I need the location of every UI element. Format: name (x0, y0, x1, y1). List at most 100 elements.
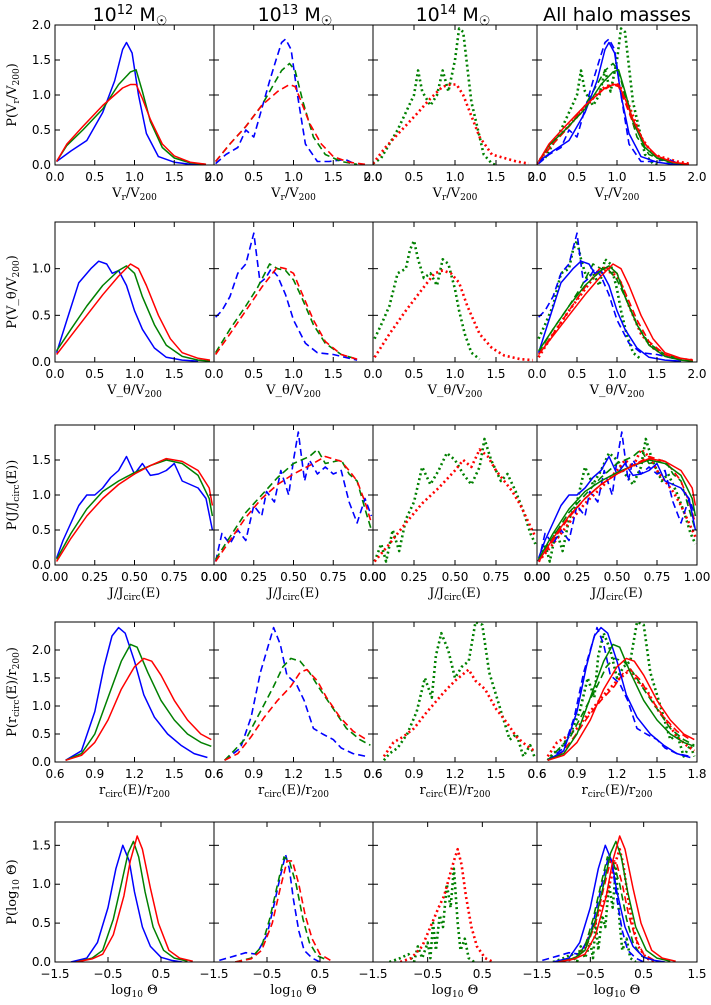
curve-green-13-dashed (214, 263, 358, 360)
curves (214, 232, 358, 361)
curve-green-12-solid (65, 643, 212, 761)
curve-red-14-dotted (373, 269, 533, 362)
x-tick-label: 0.50 (442, 570, 469, 584)
panel-j-1: 0.00 0.25 0.50 0.75 0.000.00.51.01.5J/Jcirc(… (5, 424, 228, 603)
x-tick-label: 0.50 (121, 570, 148, 584)
panel-frame (54, 24, 215, 166)
y-tick-label: 0.0 (32, 955, 51, 969)
panel-j-4: 0.00 0.25 0.50 0.75 1.00 J/Jcirc(E) (524, 424, 710, 603)
x-tick-label: 1.2 (125, 767, 144, 781)
x-tick-label: 0.00 (42, 570, 69, 584)
x-tick-label: 2.0 (527, 170, 546, 184)
curve-green-14-dotted (537, 239, 642, 361)
panel-vr-3: 0.0 0.5 1.0 1.5 2.0 Vr/V200 (363, 24, 547, 203)
curve-red-13-dashed (537, 266, 682, 360)
y-tick-label: 1.5 (32, 453, 51, 467)
x-tick-label: 0.0 (527, 170, 546, 184)
x-axis-label: log10 Θ (432, 983, 479, 1000)
x-tick-label: 0.50 (280, 570, 307, 584)
curves (70, 835, 193, 962)
curve-red-12-solid (547, 657, 695, 762)
curve-green-13-dashed (235, 856, 329, 962)
x-axis-label: rcirc(E)/r200 (420, 783, 491, 800)
curves (373, 239, 533, 362)
panel-vtheta-3: 0.0 0.5 1.0 1.5V_θ/V200 (363, 221, 538, 400)
y-tick-label: 1.0 (32, 877, 51, 891)
x-tick-label: 0.5 (404, 170, 423, 184)
curve-red-13-dashed (214, 83, 366, 165)
x-axis-label: V_θ/V200 (106, 383, 162, 400)
x-axis-label: rcirc(E)/r200 (99, 783, 170, 800)
curve-green-13-dashed (537, 448, 697, 560)
curve-blue-13-dashed (215, 38, 358, 165)
x-tick-label: 1.0 (607, 170, 626, 184)
panel-j-2: 0.00 0.25 0.50 0.75 0.00 J/Jcirc(E) (201, 424, 386, 603)
x-tick-label: 1.0 (284, 367, 303, 381)
curve-green-14-dotted (373, 27, 497, 165)
panel-rcirc-3: 0.6 0.9 1.2 1.5 0.6 rcirc(E)/r200 (363, 621, 547, 800)
curve-blue-12-solid (56, 41, 203, 165)
y-tick-label: 0.0 (32, 158, 51, 172)
curves (55, 455, 214, 562)
panel-frame (213, 621, 374, 763)
curve-green-14-dotted (537, 437, 697, 563)
y-axis-label: P(Vr/V200) (5, 63, 22, 127)
x-tick-label: 0.25 (401, 570, 428, 584)
x-tick-label: 0.9 (244, 767, 263, 781)
x-tick-label: 1.0 (125, 170, 144, 184)
y-tick-label: 1.0 (32, 488, 51, 502)
panel-theta-1: −1.5 −0.5 0.5 0.0 0.5 1.0 1.5 log10 Θ P(log10 Θ) (5, 821, 215, 1000)
x-axis-label: J/Jcirc(E) (266, 586, 320, 603)
curve-green-12-solid (55, 69, 207, 165)
x-axis-label: Vr/V200 (432, 186, 478, 203)
curve-green-13-dashed (214, 448, 373, 560)
curve-blue-13-dashed (224, 626, 367, 761)
x-axis-label: Vr/V200 (111, 186, 157, 203)
x-tick-label: 0.0 (363, 170, 382, 184)
y-tick-label: 0.5 (32, 916, 51, 930)
x-tick-label: 0.5 (310, 967, 329, 981)
x-tick-label: −0.5 (413, 967, 442, 981)
panel-vtheta-4: 0.0 0.5 1.0 1.5 2.0 V_θ/V200 (527, 221, 707, 400)
x-tick-label: 0.6 (204, 767, 223, 781)
x-tick-label: 0.5 (567, 367, 586, 381)
y-axis-label: P(J/Jcirc(E)) (5, 460, 22, 531)
x-tick-label: −0.5 (93, 967, 122, 981)
y-tick-label: 0.5 (32, 727, 51, 741)
x-tick-label: 2.0 (363, 170, 382, 184)
panel-frame (213, 821, 374, 963)
curve-green-12-solid (537, 459, 697, 560)
x-tick-label: 1.0 (125, 367, 144, 381)
curves (55, 260, 211, 362)
curve-blue-13-dashed (547, 626, 691, 761)
x-tick-label: 0.00 (201, 570, 228, 584)
curves (214, 38, 366, 165)
x-axis-label: log10 Θ (270, 983, 317, 1000)
panel-frame (213, 24, 374, 166)
x-axis-label: V_θ/V200 (427, 383, 483, 400)
curves (219, 853, 332, 962)
x-tick-label: 0.25 (564, 570, 591, 584)
curve-blue-13-dashed (538, 38, 682, 165)
panel-frame (54, 221, 215, 363)
x-tick-label: 1.5 (647, 367, 666, 381)
x-axis-label: rcirc(E)/r200 (258, 783, 329, 800)
x-tick-label: 0.9 (85, 767, 104, 781)
x-tick-label: 0.50 (604, 570, 631, 584)
x-tick-label: 1.5 (324, 367, 343, 381)
panel-frame (213, 424, 374, 566)
x-tick-label: 1.5 (324, 767, 343, 781)
x-tick-label: 0.5 (473, 967, 492, 981)
panel-vr-1: 0.0 0.5 1.0 1.5 2.00.00.51.01.52.0Vr/V200P(V… (5, 18, 224, 203)
curve-green-14-dotted (552, 867, 637, 962)
x-tick-label: 1.0 (284, 170, 303, 184)
curves (537, 27, 690, 165)
curve-green-14-dotted (537, 27, 658, 165)
x-tick-label: 1.5 (486, 170, 505, 184)
panels: 0.0 0.5 1.0 1.5 2.00.00.51.01.52.0Vr/V200P(V… (5, 18, 710, 1000)
x-tick-label: 1.5 (165, 367, 184, 381)
curve-green-12-solid (537, 265, 694, 362)
y-axis-label: P(rcirc(E)/r200) (5, 647, 22, 737)
curve-red-12-solid (538, 263, 694, 361)
x-axis-label: log10 Θ (594, 983, 641, 1000)
